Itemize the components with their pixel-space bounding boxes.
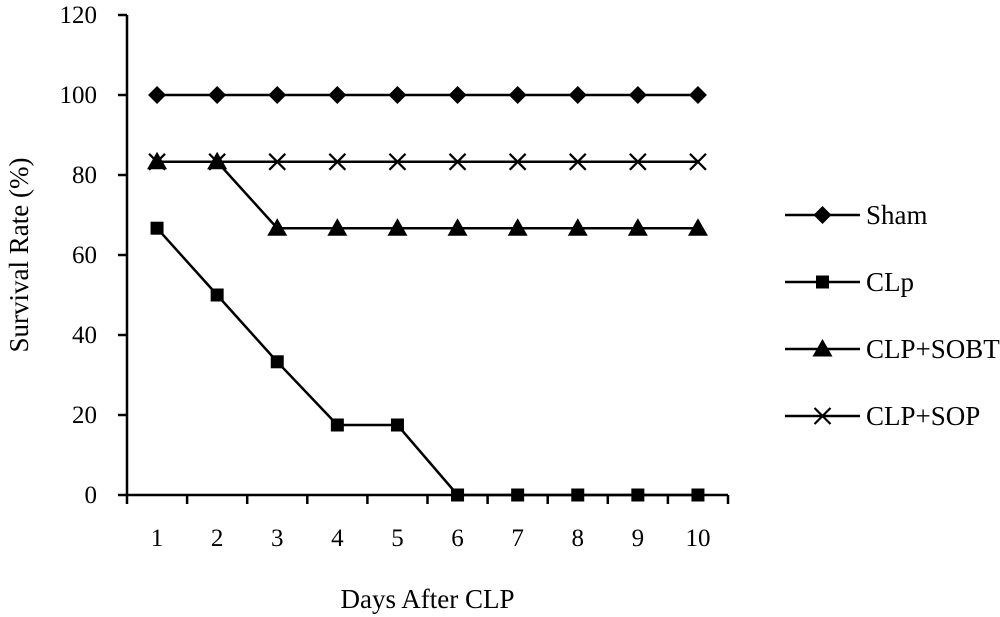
marker-stroke (328, 153, 347, 171)
marker-stroke (208, 153, 226, 171)
series-line-clp-sobt (157, 160, 698, 230)
x-tick-label: 1 (151, 525, 164, 552)
y-tick-label: 40 (72, 322, 97, 349)
legend: Sham CLp CLP+SOBT CLP+SOP (785, 200, 1000, 431)
marker-stroke (508, 153, 527, 171)
series-clp-sobt (147, 151, 708, 236)
data-point-clp (150, 221, 164, 235)
data-point-clp (511, 488, 525, 502)
data-point-sham (268, 86, 287, 104)
y-tick-label: 80 (72, 162, 97, 189)
marker-stroke (388, 153, 407, 171)
y-tick-label: 60 (72, 242, 97, 269)
data-point-sham (568, 86, 587, 104)
data-point-clp-sobt (687, 218, 708, 236)
data-point-clp-sobt (447, 218, 468, 236)
y-axis-title: Survival Rate (%) (4, 158, 34, 353)
data-point-sham (208, 86, 227, 104)
legend-item-clp-sop: CLP+SOP (785, 401, 980, 431)
legend-marker (816, 275, 829, 289)
data-point-clp (390, 418, 404, 432)
data-point-clp-sobt (507, 218, 528, 236)
series-line-clp (156, 227, 698, 497)
x-axis-title: Days After CLP (341, 584, 515, 614)
series-clp-sop (148, 153, 707, 171)
y-tick-label: 100 (60, 82, 98, 109)
legend-label: CLP+SOP (866, 401, 980, 431)
x-tick-label: 9 (632, 525, 645, 552)
data-point-clp-sop (568, 153, 587, 171)
data-point-clp-sobt (627, 218, 648, 236)
marker-stroke (148, 153, 166, 171)
legend-label: Sham (866, 200, 928, 230)
legend-item-clp: CLp (785, 267, 914, 297)
marker-stroke (813, 407, 832, 425)
data-point-clp (571, 488, 585, 502)
data-point-clp-sobt (267, 218, 288, 236)
legend-label: CLP+SOBT (866, 334, 1000, 364)
data-point-clp-sobt (387, 218, 408, 236)
data-point-sham (388, 86, 407, 104)
x-tick-label: 6 (451, 525, 464, 552)
data-point-sham (628, 86, 647, 104)
legend-item-clp-sobt: CLP+SOBT (785, 334, 1000, 364)
data-point-sham (508, 86, 527, 104)
data-point-clp-sop (448, 153, 467, 171)
data-point-clp-sop (508, 153, 527, 171)
legend-marker (812, 339, 833, 357)
legend-marker (813, 407, 832, 425)
data-point-clp-sop (208, 153, 226, 171)
data-point-sham (328, 86, 347, 104)
x-tick-label: 2 (211, 525, 224, 552)
data-point-clp (691, 488, 705, 502)
y-tick-label: 120 (60, 2, 98, 29)
x-tick-label: 4 (331, 525, 344, 552)
series-sham (148, 86, 707, 104)
x-tick-label: 10 (685, 525, 710, 552)
data-point-clp (631, 488, 645, 502)
marker-stroke (448, 153, 467, 171)
x-tick-label: 5 (391, 525, 404, 552)
data-point-sham (688, 86, 707, 104)
data-point-clp-sop (689, 153, 707, 171)
y-tick-label: 0 (85, 482, 98, 509)
data-point-clp (451, 488, 465, 502)
x-tick-label: 8 (572, 525, 585, 552)
y-tick-label: 20 (72, 402, 97, 429)
x-ticks: 1 2 3 4 5 6 7 8 9 10 (125, 495, 730, 552)
data-point-clp-sop (268, 153, 287, 171)
data-point-sham (448, 86, 467, 104)
data-point-clp-sop (328, 153, 347, 171)
x-tick-label: 7 (511, 525, 524, 552)
series-clp (150, 221, 705, 502)
data-point-clp-sop (388, 153, 407, 171)
data-point-clp-sobt (567, 218, 588, 236)
marker-stroke (689, 153, 707, 171)
marker-stroke (268, 153, 287, 171)
data-point-clp-sop (629, 153, 647, 171)
data-point-clp (330, 418, 344, 432)
data-point-sham (148, 86, 167, 104)
legend-item-sham: Sham (785, 200, 928, 230)
marker-stroke (629, 153, 647, 171)
x-tick-label: 3 (271, 525, 284, 552)
series-layer (147, 86, 708, 502)
y-ticks: 0 20 40 60 80 100 120 (60, 2, 127, 509)
marker-stroke (568, 153, 587, 171)
data-point-clp-sobt (327, 218, 348, 236)
data-point-clp-sop (148, 153, 166, 171)
data-point-clp (270, 355, 284, 369)
data-point-clp (210, 288, 224, 302)
legend-label: CLp (866, 267, 914, 297)
legend-marker (813, 206, 832, 224)
